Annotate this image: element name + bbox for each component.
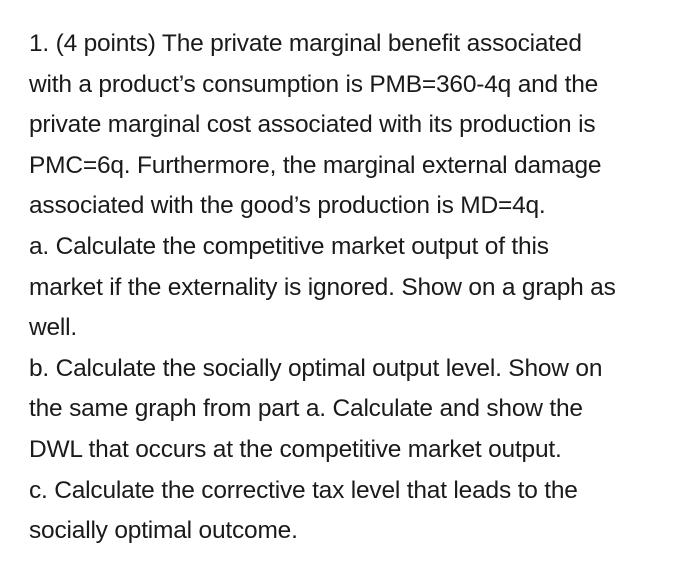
question-line: private marginal cost associated with it… (29, 111, 596, 139)
question-line: associated with the good’s production is… (29, 192, 546, 220)
part-a-line: a. Calculate the competitive market outp… (29, 232, 549, 260)
part-b-line: b. Calculate the socially optimal output… (29, 354, 603, 382)
part-b-line: DWL that occurs at the competitive marke… (29, 435, 562, 463)
part-b-line: the same graph from part a. Calculate an… (29, 395, 583, 423)
part-c-line: socially optimal outcome. (29, 517, 298, 545)
question-line: 1. (4 points) The private marginal benef… (29, 30, 582, 57)
question-line: with a product’s consumption is PMB=360-… (29, 70, 599, 98)
part-c-line: c. Calculate the corrective tax level th… (29, 476, 578, 504)
question-text: 1. (4 points) The private marginal benef… (29, 24, 679, 552)
part-a-line: well. (29, 314, 78, 342)
question-line: PMC=6q. Furthermore, the marginal extern… (29, 151, 602, 179)
part-a-line: market if the externality is ignored. Sh… (29, 273, 616, 301)
